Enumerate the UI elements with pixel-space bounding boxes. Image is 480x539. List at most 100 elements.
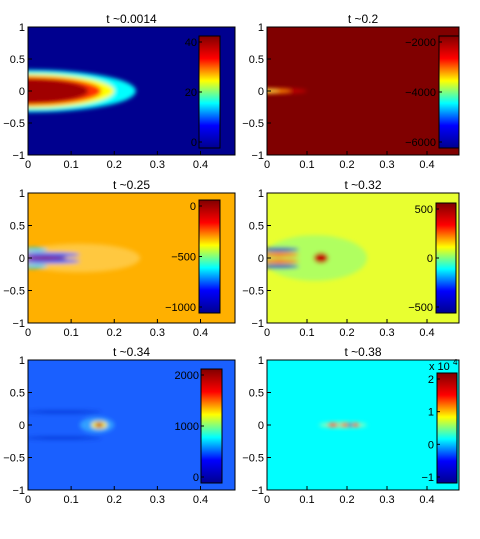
x-tick-label: 0.3: [150, 159, 165, 171]
y-tick-label: 0: [19, 86, 25, 98]
y-tick-label: −0.5: [242, 286, 264, 298]
colorbar-tick-label: 2: [428, 374, 434, 386]
colorbar-tick-label: −1: [421, 472, 434, 484]
x-tick-label: 0.2: [107, 327, 122, 339]
x-tick-label: 0.3: [150, 327, 165, 339]
y-tick-label: 1: [19, 188, 25, 200]
x-tick-label: 0.2: [107, 159, 122, 171]
colorbar-tick-label: −500: [171, 252, 196, 264]
panel-title: t ~0.34: [113, 345, 150, 359]
x-tick-label: 0: [264, 494, 270, 506]
y-tick-label: 1: [19, 22, 25, 34]
x-tick-label: 0.4: [419, 159, 434, 171]
y-tick-label: 1: [19, 355, 25, 367]
x-tick-label: 0.1: [299, 494, 314, 506]
field-feature: [313, 252, 329, 264]
y-tick-label: −0.5: [3, 453, 25, 465]
x-tick-label: 0.1: [299, 327, 314, 339]
y-tick-label: 0.5: [10, 388, 25, 400]
heatmap-field: [267, 87, 307, 95]
colorbar-tick-label: 20: [185, 87, 197, 99]
y-tick-label: 0: [258, 253, 264, 265]
field-feature: [267, 252, 299, 257]
panel-title: t ~0.0014: [106, 12, 157, 26]
colorbar-tick-label: 0: [193, 472, 199, 484]
x-tick-label: 0.1: [299, 159, 314, 171]
heatmap-field: [28, 69, 136, 113]
field-feature: [28, 247, 48, 252]
x-tick-label: 0: [25, 494, 31, 506]
colorbar-tick-label: 0: [428, 439, 434, 451]
y-tick-label: −1: [12, 150, 25, 162]
field-feature: [267, 247, 299, 252]
field-feature: [347, 423, 354, 427]
panel-title: t ~0.2: [348, 12, 379, 26]
field-feature: [28, 436, 102, 440]
x-tick-label: 0: [25, 327, 31, 339]
field-feature: [28, 252, 80, 258]
y-tick-label: −1: [12, 318, 25, 330]
colorbar-tick-label: −4000: [405, 87, 436, 99]
x-tick-label: 0: [25, 159, 31, 171]
y-tick-label: −0.5: [3, 286, 25, 298]
colorbar-tick-label: 0: [190, 201, 196, 213]
x-tick-label: 0.1: [63, 159, 78, 171]
colorbar-tick-label: 0: [191, 137, 197, 149]
y-tick-label: 0.5: [10, 54, 25, 66]
panel-1: 0 0.1 0.2 0.3 0.4 1 0.5 0 −0.5 −1 t ~0.0014 40 20 0: [3, 12, 236, 171]
y-tick-label: 0.5: [249, 54, 264, 66]
heatmap-field: [267, 235, 367, 281]
y-tick-label: 0: [258, 420, 264, 432]
y-tick-label: 1: [258, 355, 264, 367]
y-tick-label: 0: [19, 420, 25, 432]
colorbar-exponent: 4: [453, 358, 458, 367]
x-tick-label: 0.4: [193, 327, 208, 339]
colorbar: [436, 372, 458, 484]
panel-title: t ~0.38: [344, 345, 381, 359]
x-tick-label: 0.4: [419, 327, 434, 339]
panel-title: t ~0.25: [113, 178, 150, 192]
y-tick-label: −0.5: [3, 118, 25, 130]
field-feature: [352, 423, 360, 427]
x-tick-label: 0.2: [339, 159, 354, 171]
y-tick-label: 0.5: [249, 388, 264, 400]
colorbar-tick-label: 1000: [175, 421, 199, 433]
y-tick-label: 0: [258, 86, 264, 98]
colorbar: [200, 368, 223, 484]
colorbar-tick-label: 500: [415, 204, 433, 216]
x-tick-label: 0.3: [379, 159, 394, 171]
colorbar-tick-label: 0: [427, 253, 433, 265]
heatmap-field: [319, 421, 367, 429]
field-feature: [94, 422, 104, 428]
colorbar: [198, 199, 221, 314]
panel-3: 0 0.1 0.2 0.3 0.4 1 0.5 0 −0.5 −1 t ~0.25 0 −500 −100…: [3, 178, 236, 339]
colorbar-tick-label: 1: [428, 407, 434, 419]
x-tick-label: 0: [264, 327, 270, 339]
field-feature: [267, 264, 299, 269]
x-tick-label: 0.4: [193, 494, 208, 506]
x-tick-label: 0.2: [107, 494, 122, 506]
y-tick-label: −1: [251, 150, 264, 162]
y-tick-label: −1: [12, 485, 25, 497]
y-tick-label: 0.5: [10, 221, 25, 233]
x-tick-label: 0.3: [379, 327, 394, 339]
field-feature: [28, 258, 80, 264]
colorbar-tick-label: 2000: [175, 370, 199, 382]
panel-title: t ~0.32: [344, 178, 381, 192]
y-tick-label: −0.5: [242, 453, 264, 465]
y-tick-label: 1: [258, 188, 264, 200]
field-feature: [28, 243, 141, 273]
x-tick-label: 0.3: [150, 494, 165, 506]
field-feature: [28, 256, 67, 260]
x-tick-label: 0.4: [419, 494, 434, 506]
colorbar-tick-label: 40: [185, 37, 197, 49]
heatmap-field: [28, 410, 115, 440]
x-tick-label: 0.1: [63, 494, 78, 506]
heatmap-field: [28, 243, 141, 273]
colorbar-tick-label: −2000: [405, 37, 436, 49]
y-tick-label: −1: [251, 318, 264, 330]
field-feature: [340, 423, 350, 427]
colorbar-tick-label: −6000: [405, 137, 436, 149]
